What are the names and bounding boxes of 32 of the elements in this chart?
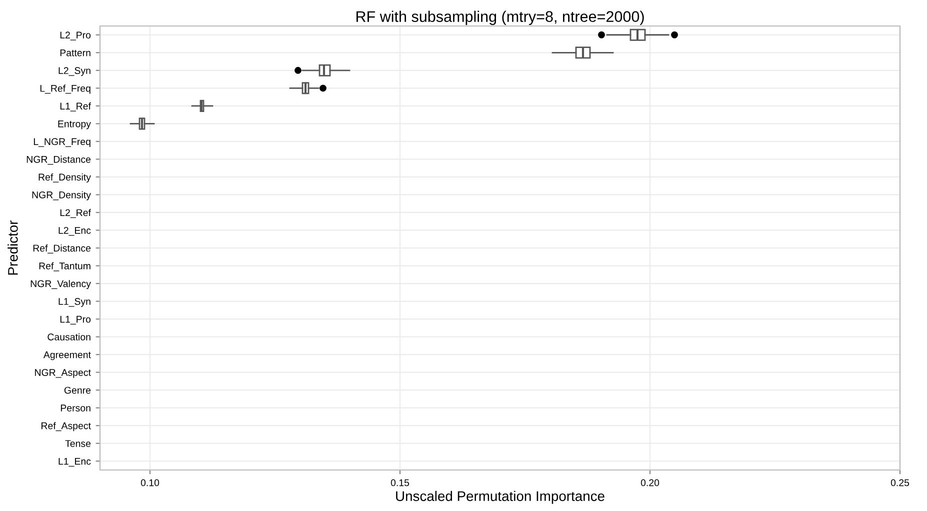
- x-tick-label: 0.10: [140, 479, 160, 486]
- y-tick-label: L2_Pro: [60, 32, 91, 40]
- y-tick-label: Ref_Tantum: [39, 262, 90, 272]
- x-tick-label: 0.15: [390, 479, 410, 486]
- x-tick-label: 0.25: [890, 479, 910, 486]
- y-tick-label: NGR_Aspect: [35, 369, 91, 378]
- x-axis-title: Unscaled Permutation Importance: [396, 490, 604, 504]
- y-tick-label: L2_Syn: [58, 67, 90, 76]
- y-tick-label: NGR_Density: [32, 191, 91, 200]
- y-tick-label: Ref_Aspect: [42, 422, 91, 432]
- chart-title: RF with subsampling (mtry=8, ntree=2000): [356, 10, 644, 26]
- x-tick-label: 0.20: [640, 479, 660, 486]
- y-tick-label: L1_Pro: [60, 316, 91, 324]
- y-tick-label: Person: [60, 404, 90, 412]
- y-tick-label: L_NGR_Freq: [34, 138, 90, 147]
- y-tick-label: Tense: [65, 440, 91, 447]
- y-tick-label: Entropy: [58, 120, 91, 130]
- y-tick-label: L1_Ref: [60, 102, 91, 112]
- y-tick-label: L1_Syn: [58, 298, 90, 307]
- y-axis-title: Predictor: [8, 220, 18, 275]
- y-tick-label: Causation: [48, 333, 90, 340]
- y-tick-label: NGR_Distance: [26, 156, 91, 165]
- y-tick-label: Ref_Density: [38, 173, 91, 182]
- y-tick-label: Genre: [64, 386, 91, 394]
- y-tick-label: Agreement: [43, 351, 91, 360]
- y-tick-label: L1_Enc: [58, 458, 91, 467]
- y-tick-label: Ref_Distance: [33, 244, 91, 254]
- y-tick-label: NGR_Valency: [30, 280, 91, 290]
- y-tick-label: L2_Ref: [60, 208, 91, 218]
- y-tick-label: L_Ref_Freq: [40, 84, 90, 94]
- y-tick-label: Pattern: [60, 49, 90, 56]
- y-tick-label: L2_Enc: [58, 226, 91, 236]
